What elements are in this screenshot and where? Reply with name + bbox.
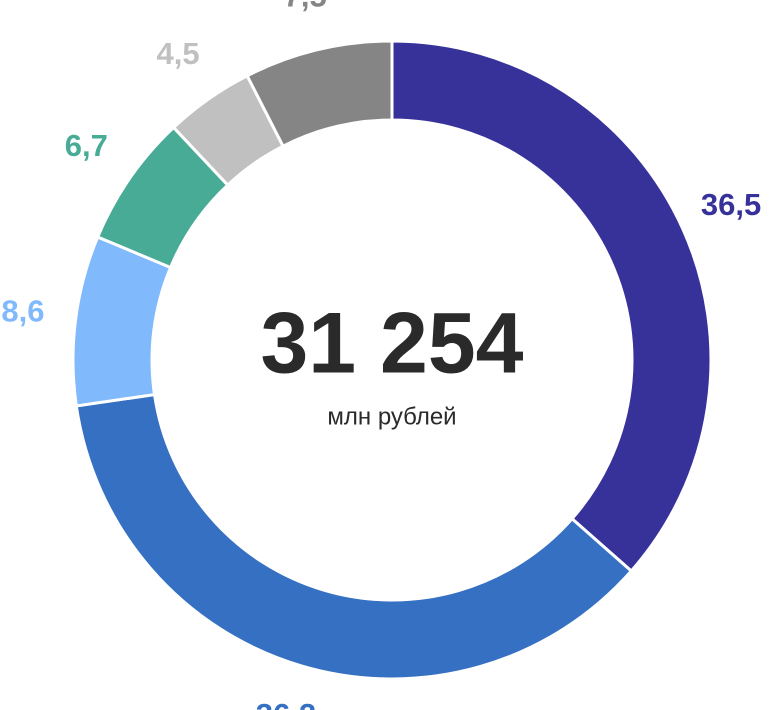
donut-segment (390, 39, 713, 574)
donut-segment (245, 39, 394, 149)
value-label: 36,2 (256, 697, 316, 710)
value-label: 4,5 (157, 36, 200, 71)
donut-segment (74, 392, 634, 681)
value-label: 36,5 (701, 187, 761, 222)
center-value: 31 254 (260, 296, 523, 392)
center-unit: млн рублей (327, 403, 456, 430)
value-label: 8,6 (1, 294, 44, 329)
value-label: 6,7 (65, 128, 108, 163)
value-label: 7,5 (284, 0, 327, 13)
